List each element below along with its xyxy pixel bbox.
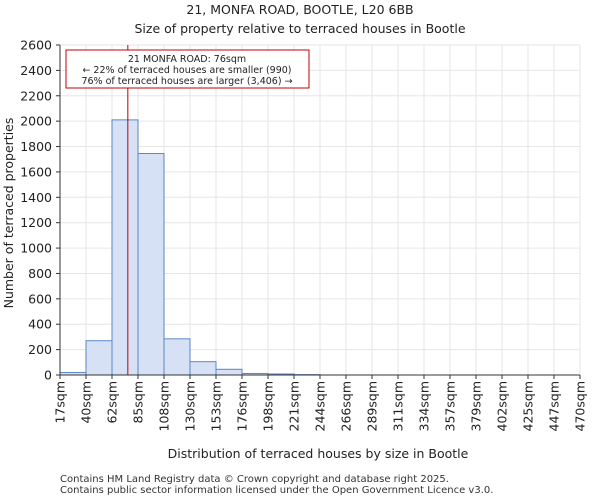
y-tick-label: 2600	[20, 38, 52, 53]
y-axis: 0 200 400 600 800 1000 1200 1400 1600 1800 2000 220…	[20, 38, 61, 383]
x-tick-label: 402sqm	[495, 381, 510, 431]
annotation-box: 21 MONFA ROAD: 76sqm ← 22% of terraced h…	[65, 49, 310, 89]
x-tick-label: 470sqm	[573, 381, 588, 431]
x-tick-label: 447sqm	[547, 381, 562, 431]
chart-title-line1: 21, MONFA ROAD, BOOTLE, L20 6BB	[186, 2, 413, 17]
x-tick-label: 108sqm	[157, 381, 172, 431]
x-tick-label: 130sqm	[183, 381, 198, 431]
x-tick-label: 176sqm	[235, 381, 250, 431]
y-axis-label: Number of terraced properties	[1, 118, 16, 309]
y-tick-label: 600	[28, 291, 52, 306]
annotation-line3: 76% of terraced houses are larger (3,406…	[81, 76, 292, 87]
x-tick-label: 379sqm	[469, 381, 484, 431]
x-tick-label: 85sqm	[131, 381, 146, 424]
x-tick-label: 40sqm	[79, 381, 94, 424]
histogram-bar	[189, 361, 217, 376]
x-axis: 17sqm 40sqm 62sqm 85sqm 108sqm 130sqm 153sqm 17…	[53, 374, 588, 431]
x-tick-label: 62sqm	[105, 381, 120, 424]
histogram-bar	[137, 153, 165, 376]
y-tick-label: 2000	[20, 114, 52, 129]
footer-line1: Contains HM Land Registry data © Crown c…	[60, 474, 449, 485]
annotation-line1: 21 MONFA ROAD: 76sqm	[128, 54, 246, 65]
x-tick-label: 153sqm	[209, 381, 224, 431]
y-tick-label: 2200	[20, 88, 52, 103]
bars-group	[59, 119, 321, 376]
x-tick-label: 311sqm	[391, 381, 406, 431]
y-tick-label: 1800	[20, 139, 52, 154]
chart-title-line2: Size of property relative to terraced ho…	[134, 21, 465, 36]
x-tick-label: 198sqm	[261, 381, 276, 431]
y-tick-label: 1000	[20, 241, 52, 256]
footer-line2: Contains public sector information licen…	[60, 485, 494, 496]
y-tick-label: 1600	[20, 164, 52, 179]
x-tick-label: 17sqm	[53, 381, 68, 424]
x-tick-label: 289sqm	[365, 381, 380, 431]
y-tick-label: 800	[28, 266, 52, 281]
histogram-bar	[163, 338, 191, 376]
annotation-border	[65, 49, 310, 89]
x-tick-label: 244sqm	[313, 381, 328, 431]
histogram-bar	[85, 340, 113, 376]
y-tick-label: 200	[28, 342, 52, 357]
x-tick-label: 266sqm	[339, 381, 354, 431]
y-tick-label: 400	[28, 317, 52, 332]
x-tick-label: 221sqm	[287, 381, 302, 431]
y-tick-label: 1400	[20, 190, 52, 205]
y-tick-label: 2400	[20, 63, 52, 78]
y-tick-label: 1200	[20, 215, 52, 230]
x-tick-label: 357sqm	[443, 381, 458, 431]
x-axis-label: Distribution of terraced houses by size …	[168, 446, 469, 461]
histogram-bar	[111, 119, 139, 376]
annotation-line2: ← 22% of terraced houses are smaller (99…	[82, 65, 291, 76]
histogram-bar	[215, 368, 243, 376]
x-tick-label: 334sqm	[417, 381, 432, 431]
x-tick-label: 425sqm	[521, 381, 536, 431]
y-tick-label: 0	[44, 368, 52, 383]
